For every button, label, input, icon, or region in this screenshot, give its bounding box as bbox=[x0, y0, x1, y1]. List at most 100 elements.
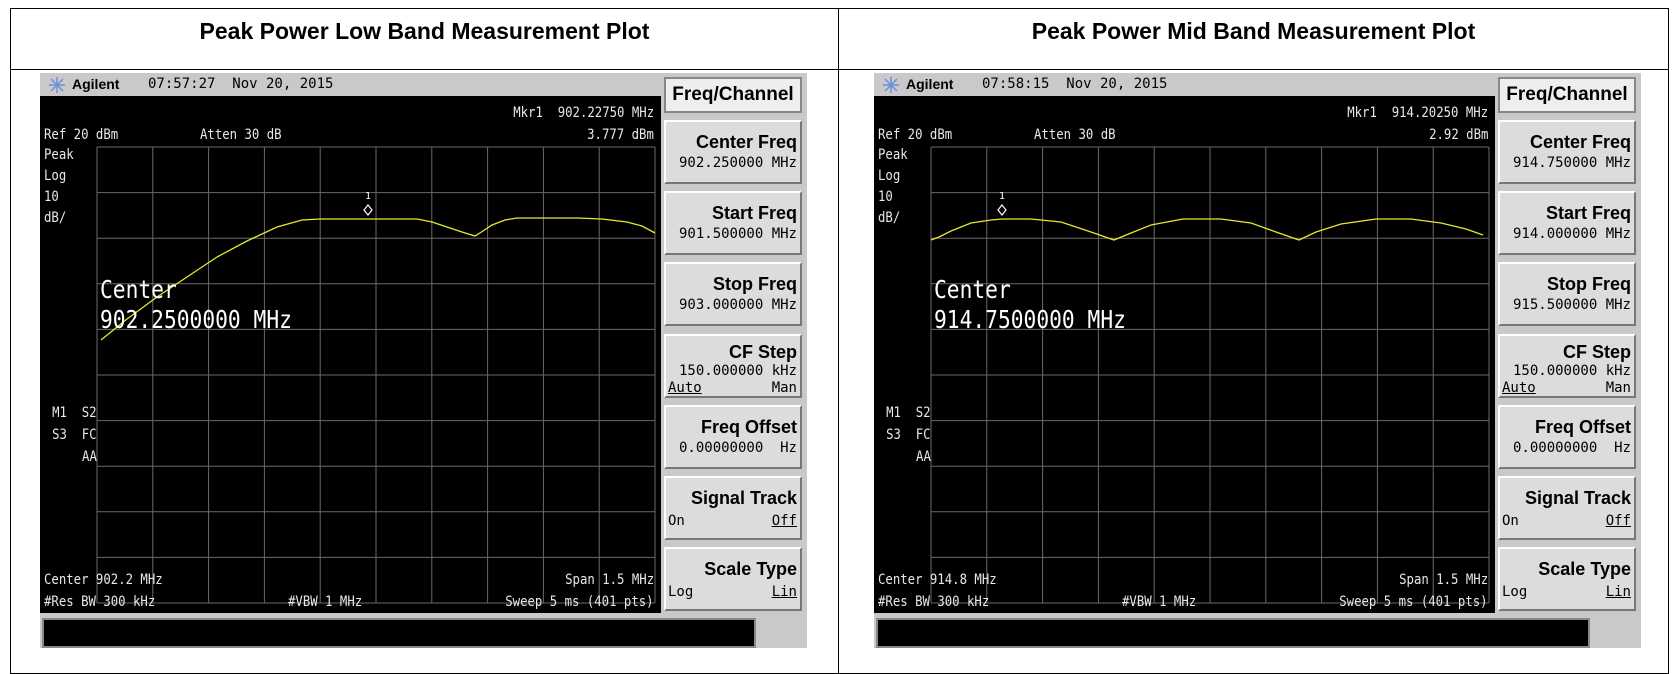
brand-icon bbox=[883, 77, 899, 93]
analyzer: Agilent 07:57:27 Nov 20, 2015 1 Mkr1 902.22… bbox=[40, 73, 807, 648]
st r: AA bbox=[916, 449, 931, 465]
st: #Res BW 300 kHz bbox=[878, 594, 990, 610]
st: Log bbox=[878, 168, 901, 184]
st: Log bbox=[44, 168, 67, 184]
bo: Lin bbox=[1605, 584, 1631, 601]
st: Peak bbox=[44, 147, 74, 163]
st r: M1 S2 bbox=[52, 405, 97, 421]
bl: Center Freq bbox=[1529, 132, 1631, 152]
bo: Off bbox=[771, 513, 797, 529]
hdr: Agilent bbox=[906, 76, 954, 92]
graticule: 1 bbox=[96, 146, 656, 604]
st r: Mkr1 902.22750 MHz bbox=[513, 105, 654, 121]
st: #VBW 1 MHz bbox=[1122, 594, 1197, 610]
menu-title: Freq/Channel bbox=[1498, 77, 1636, 113]
big: 902.2500000 MHz bbox=[100, 305, 292, 334]
st: Atten 30 dB bbox=[1034, 127, 1116, 143]
softkey[interactable]: Start Freq 914.000000 MHz bbox=[1498, 191, 1636, 256]
softkey[interactable]: Scale Type Log Lin bbox=[664, 547, 802, 612]
bl: Start Freq bbox=[1545, 203, 1631, 224]
st: Peak bbox=[878, 147, 908, 163]
st r: M1 S2 bbox=[886, 405, 931, 421]
bv: 914.000000 MHz bbox=[1512, 226, 1631, 243]
st r: 3.777 dBm bbox=[587, 127, 654, 143]
bo: On bbox=[1502, 513, 1519, 529]
softkey[interactable]: Start Freq 901.500000 MHz bbox=[664, 191, 802, 256]
softkey[interactable]: Scale Type Log Lin bbox=[1498, 547, 1636, 612]
big: 914.7500000 MHz bbox=[934, 305, 1126, 334]
bo: On bbox=[668, 513, 685, 529]
bv: 0.00000000 Hz bbox=[1512, 439, 1631, 456]
hdr: Agilent bbox=[72, 76, 120, 92]
bv: 150.000000 kHz bbox=[1512, 362, 1631, 379]
bv: 150.000000 kHz bbox=[678, 362, 797, 379]
marker bbox=[997, 204, 1007, 216]
st: #VBW 1 MHz bbox=[288, 594, 363, 610]
st: 10 bbox=[878, 189, 893, 205]
bo: Man bbox=[771, 379, 797, 396]
st r: Sweep 5 ms (401 pts) bbox=[1339, 594, 1488, 610]
st: 10 bbox=[44, 189, 59, 205]
big: Center bbox=[100, 275, 177, 304]
menu-title: Freq/Channel bbox=[664, 77, 802, 113]
title: Peak Power Low Band Measurement Plot bbox=[199, 18, 650, 44]
bo: Auto bbox=[668, 379, 702, 396]
bv: 903.000000 MHz bbox=[678, 297, 797, 314]
st: Center 902.2 MHz bbox=[44, 572, 163, 588]
st r: Span 1.5 MHz bbox=[564, 572, 654, 588]
title: Peak Power Mid Band Measurement Plot bbox=[1031, 18, 1476, 44]
bo: Log bbox=[1502, 584, 1528, 601]
trace bbox=[930, 218, 1484, 241]
st r: 2.92 dBm bbox=[1428, 127, 1488, 143]
softkey[interactable]: Center Freq 902.250000 MHz bbox=[664, 120, 802, 184]
softkey[interactable]: Signal Track On Off bbox=[1498, 476, 1636, 540]
hdr: 07:57:27 Nov 20, 2015 bbox=[148, 76, 334, 92]
bv: 915.500000 MHz bbox=[1512, 297, 1631, 314]
marker bbox=[363, 204, 373, 216]
bl: Signal Track bbox=[1524, 488, 1631, 508]
softkey[interactable]: Signal Track On Off bbox=[664, 476, 802, 540]
st: dB/ bbox=[44, 210, 67, 226]
st: dB/ bbox=[878, 210, 901, 226]
st: Ref 20 dBm bbox=[878, 127, 953, 143]
title-cell: Peak Power Mid Band Measurement Plot bbox=[838, 8, 1669, 69]
st r: S3 FC bbox=[52, 427, 97, 443]
marker-number: 1 bbox=[365, 191, 371, 202]
hdr: 07:58:15 Nov 20, 2015 bbox=[982, 76, 1168, 92]
bv: 914.750000 MHz bbox=[1512, 155, 1631, 171]
st: Atten 30 dB bbox=[200, 127, 282, 143]
title-cell: Peak Power Low Band Measurement Plot bbox=[10, 8, 839, 69]
softkey[interactable]: Stop Freq 915.500000 MHz bbox=[1498, 262, 1636, 327]
bl: Center Freq bbox=[695, 132, 797, 152]
st r: S3 FC bbox=[886, 427, 931, 443]
trace bbox=[100, 217, 656, 341]
row-divider bbox=[10, 69, 1669, 70]
softkey[interactable]: CF Step 150.000000 kHz Auto Man bbox=[664, 333, 802, 398]
softkey[interactable]: Center Freq 914.750000 MHz bbox=[1498, 120, 1636, 184]
softkey[interactable]: CF Step 150.000000 kHz Auto Man bbox=[1498, 333, 1636, 398]
st r: Sweep 5 ms (401 pts) bbox=[505, 594, 654, 610]
screen: 1 Mkr1 914.20250 MHz 2.92 dBm Ref 20 dBm Att… bbox=[874, 96, 1495, 613]
st r: Mkr1 914.20250 MHz bbox=[1347, 105, 1488, 121]
st: #Res BW 300 kHz bbox=[44, 594, 156, 610]
bo: Lin bbox=[771, 584, 797, 601]
bl: Freq Offset bbox=[1534, 416, 1631, 437]
bv: 901.500000 MHz bbox=[678, 226, 797, 243]
softkey[interactable]: Freq Offset 0.00000000 Hz bbox=[664, 404, 802, 469]
softkey[interactable]: Stop Freq 903.000000 MHz bbox=[664, 262, 802, 327]
bl: Scale Type bbox=[704, 559, 797, 580]
bl: Freq Offset bbox=[700, 416, 797, 437]
softkey[interactable]: Freq Offset 0.00000000 Hz bbox=[1498, 404, 1636, 469]
marker-number: 1 bbox=[999, 191, 1005, 202]
status-bar bbox=[876, 618, 1590, 648]
bl: CF Step bbox=[728, 341, 797, 362]
big: Center bbox=[934, 275, 1011, 304]
st: Center 914.8 MHz bbox=[878, 572, 997, 588]
graticule: 1 bbox=[930, 146, 1490, 604]
bv: 0.00000000 Hz bbox=[678, 439, 797, 456]
st r: AA bbox=[82, 449, 97, 465]
status-bar bbox=[42, 618, 756, 648]
brand-icon bbox=[49, 77, 65, 93]
bl: Start Freq bbox=[711, 203, 797, 224]
